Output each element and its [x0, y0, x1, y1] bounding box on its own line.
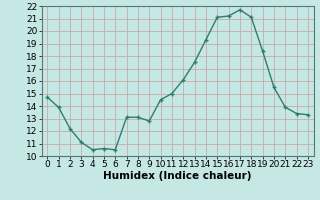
X-axis label: Humidex (Indice chaleur): Humidex (Indice chaleur) [103, 171, 252, 181]
